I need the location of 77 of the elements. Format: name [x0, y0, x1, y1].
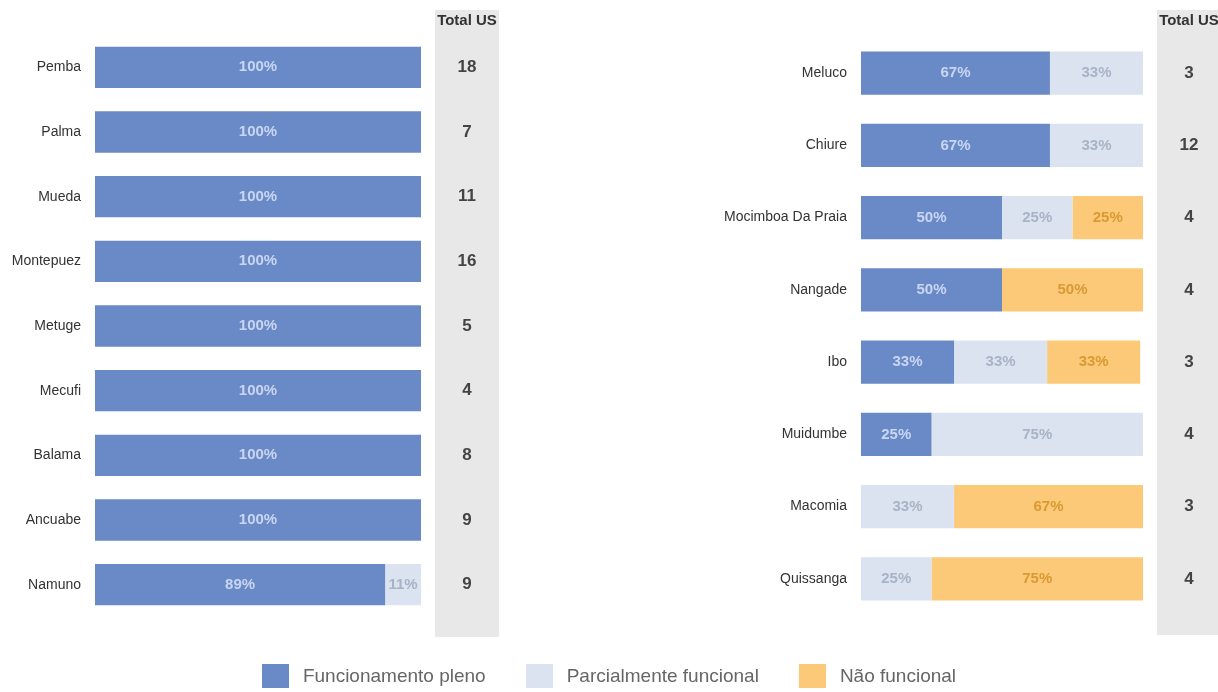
data-label: 89%: [225, 574, 256, 592]
text: Total US: [437, 11, 497, 29]
bar: [861, 123, 1050, 168]
y-tick-label: Macomia: [790, 497, 848, 514]
text: 3: [1184, 496, 1194, 516]
text: 9: [462, 509, 472, 529]
text: 7: [462, 121, 472, 141]
bar: [1002, 195, 1073, 240]
data-label: 50%: [916, 207, 947, 225]
y-tick-label: Mocimboa Da Praia: [724, 208, 848, 225]
text: 18: [457, 57, 477, 77]
data-label: 100%: [238, 122, 278, 140]
y-tick-label: Montepuez: [11, 252, 81, 269]
data-label: 100%: [238, 186, 278, 204]
bar: [1049, 123, 1143, 168]
data-label: 100%: [238, 251, 278, 269]
text: 11: [458, 186, 476, 206]
text: 4: [462, 380, 473, 400]
data-label: 75%: [1022, 569, 1053, 587]
text: 4: [1184, 279, 1195, 299]
y-tick-label: Balama: [33, 446, 82, 463]
bar: [931, 557, 1143, 601]
text: 4: [1184, 568, 1195, 588]
text: 3: [1184, 62, 1194, 82]
data-label: 33%: [1078, 352, 1109, 370]
y-tick-label: Muidumbe: [781, 425, 848, 442]
text: 12: [1179, 135, 1199, 155]
bar: [861, 484, 955, 529]
bar: [1002, 268, 1143, 312]
bar: [861, 51, 1050, 95]
y-tick-label: Mecufi: [39, 381, 81, 398]
data-label: 50%: [916, 280, 947, 298]
text: 4: [1184, 207, 1195, 227]
text: 5: [462, 315, 472, 335]
data-label: 67%: [1033, 496, 1064, 514]
y-tick-label: Namuno: [28, 575, 82, 592]
data-label: 33%: [892, 352, 923, 370]
y-tick-label: Pemba: [36, 58, 82, 75]
y-tick-label: Metuge: [34, 316, 82, 333]
data-label: 100%: [238, 380, 278, 398]
legend-label: Funcionamento pleno: [302, 665, 486, 687]
data-label: 100%: [238, 510, 278, 528]
bar: [861, 195, 1002, 240]
y-tick-label: Palma: [41, 122, 82, 139]
data-label: 25%: [1092, 207, 1123, 225]
text: 4: [1184, 424, 1195, 444]
bar: [1049, 51, 1143, 95]
y-tick-label: Mueda: [38, 187, 82, 204]
y-tick-label: Ibo: [827, 352, 848, 369]
text: 8: [462, 445, 472, 465]
bar: [954, 484, 1143, 529]
data-label: 100%: [238, 445, 278, 463]
bar: [931, 412, 1143, 457]
bar: [861, 412, 932, 457]
data-label: 67%: [940, 135, 971, 153]
y-tick-label: Chiure: [805, 136, 848, 153]
legend-label: Não funcional: [839, 665, 957, 687]
data-label: 100%: [238, 57, 278, 75]
data-label: 25%: [881, 424, 912, 442]
text: 16: [457, 251, 477, 271]
y-tick-label: Quissanga: [780, 569, 848, 586]
text: Total US: [1159, 11, 1218, 29]
text: 9: [462, 574, 472, 594]
data-label: 67%: [940, 63, 971, 81]
bar: [954, 340, 1048, 384]
bar: [861, 557, 932, 601]
bar: [861, 340, 955, 384]
data-label: 50%: [1057, 280, 1088, 298]
y-tick-label: Nangade: [790, 280, 848, 297]
legend-label: Parcialmente funcional: [566, 665, 759, 687]
y-tick-label: Ancuabe: [25, 510, 82, 527]
bar: [1047, 340, 1141, 384]
y-tick-label: Meluco: [801, 63, 848, 80]
data-label: 100%: [238, 316, 278, 334]
text: 3: [1184, 351, 1194, 371]
bar: [861, 268, 1002, 312]
bar: [1072, 195, 1143, 240]
